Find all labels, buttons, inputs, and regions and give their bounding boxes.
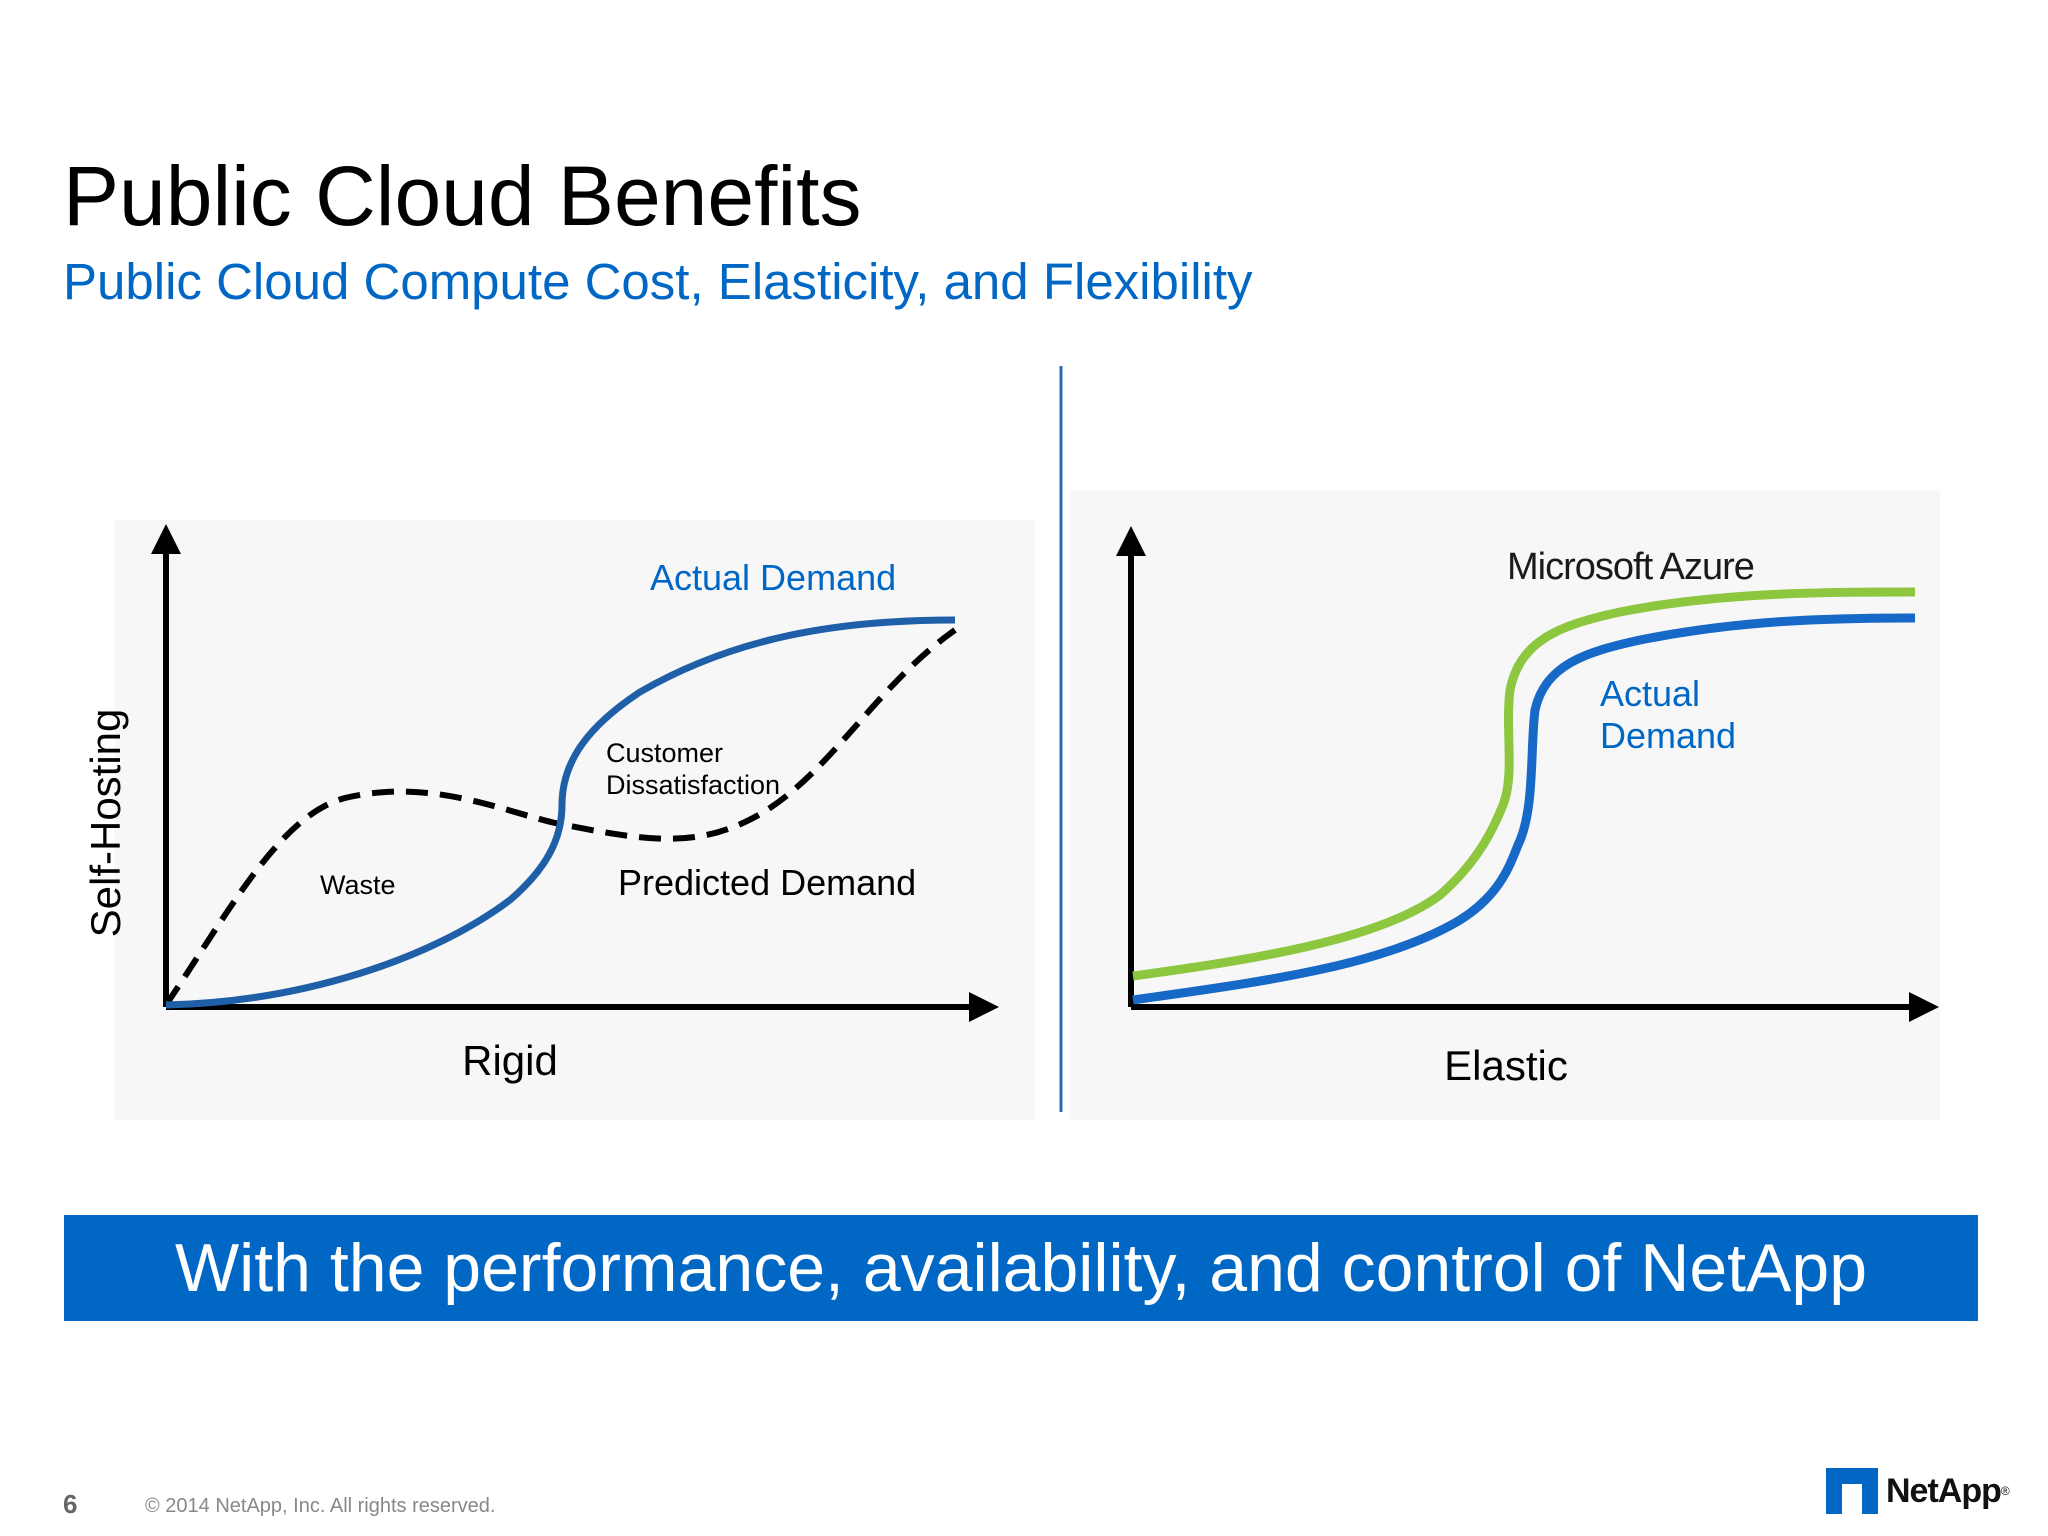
netapp-logo-text: NetApp [1886,1471,2002,1510]
elastic-label: Elastic [1444,1042,1568,1089]
customer-dissatisfaction-label-1: Customer [606,738,723,768]
self-hosting-label: Self-Hosting [82,709,129,938]
azure-capacity-curve [1132,587,1916,981]
waste-label: Waste [320,870,396,900]
customer-dissatisfaction-label-2: Dissatisfaction [606,770,780,800]
microsoft-azure-label: Microsoft Azure [1507,546,1754,588]
actual-demand-elastic-curve [1132,613,1916,1005]
netapp-logo: NetApp ® [1826,1468,2010,1514]
netapp-logo-icon [1826,1468,1878,1514]
netapp-banner: With the performance, availability, and … [64,1215,1978,1321]
actual-demand-label: Actual Demand [650,557,896,598]
slide-title: Public Cloud Benefits [63,149,862,243]
banner-text: With the performance, availability, and … [174,1230,1868,1306]
left-panel-background [115,520,1035,1120]
predicted-demand-label: Predicted Demand [618,862,916,903]
predicted-demand-curve [163,627,957,1007]
actual-demand-elastic-label-1: Actual [1600,673,1700,714]
slide-subtitle: Public Cloud Compute Cost, Elasticity, a… [63,253,1253,310]
rigid-label: Rigid [462,1037,558,1084]
actual-demand-elastic-label-2: Demand [1600,715,1736,756]
page-number: 6 [63,1489,78,1519]
actual-demand-curve [165,616,956,1009]
copyright-notice: © 2014 NetApp, Inc. All rights reserved. [145,1495,496,1517]
registered-mark: ® [2000,1484,2010,1498]
